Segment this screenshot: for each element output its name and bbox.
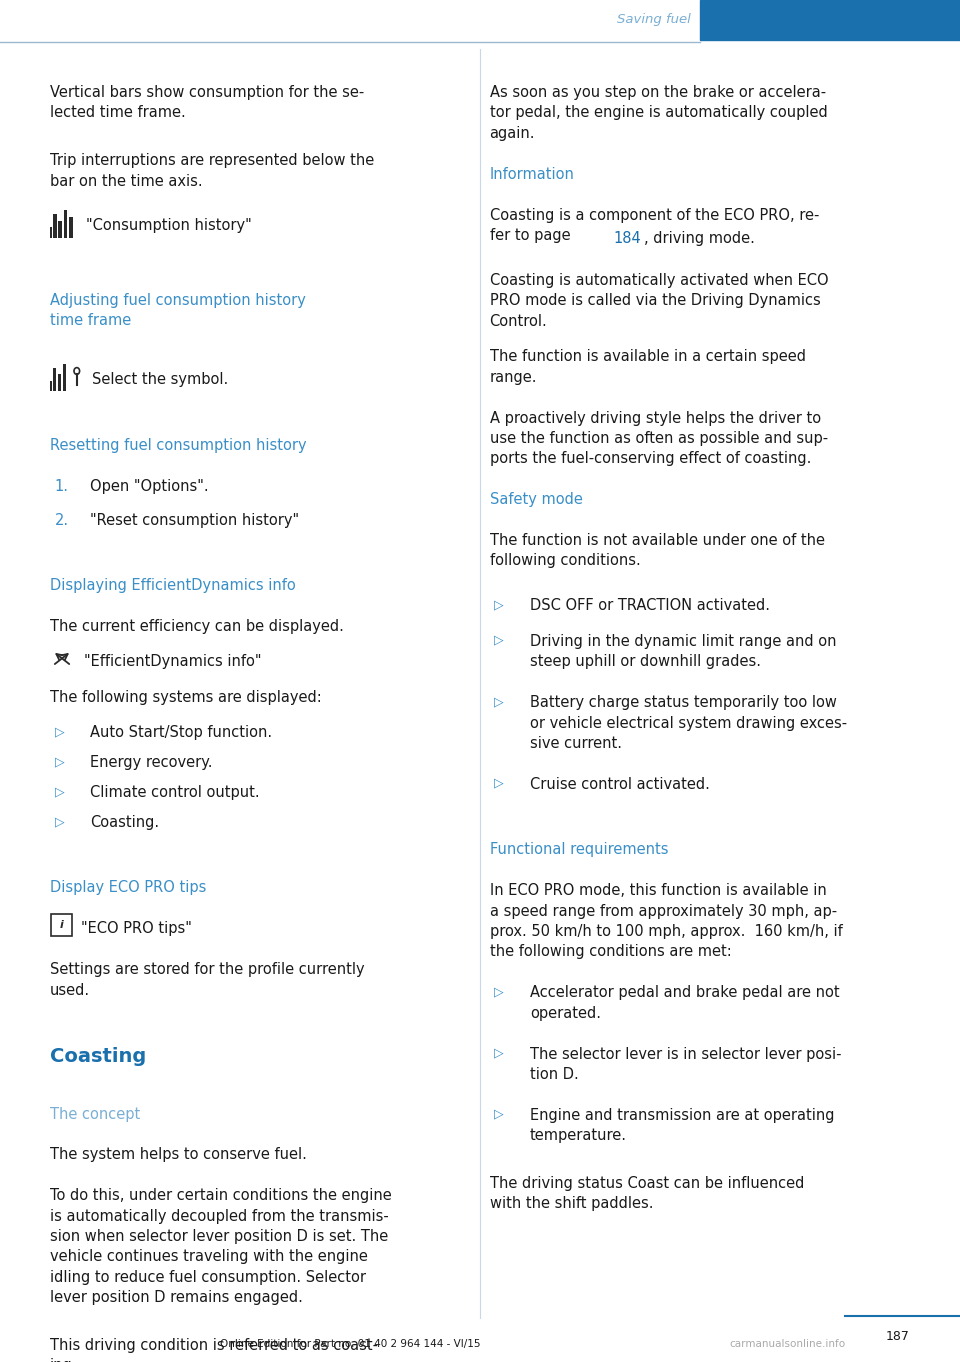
Text: Select the symbol.: Select the symbol. — [92, 372, 228, 387]
Text: "Consumption history": "Consumption history" — [86, 218, 252, 233]
Text: ▷: ▷ — [55, 725, 64, 738]
Text: As soon as you step on the brake or accelera-
tor pedal, the engine is automatic: As soon as you step on the brake or acce… — [490, 84, 828, 140]
Text: Settings are stored for the profile currently
used.: Settings are stored for the profile curr… — [50, 962, 365, 997]
Text: Saving fuel: Saving fuel — [616, 14, 690, 26]
Text: ▷: ▷ — [494, 776, 504, 790]
Text: Online Edition for Part no. 01 40 2 964 144 - VI/15: Online Edition for Part no. 01 40 2 964 … — [220, 1339, 481, 1348]
Text: 187: 187 — [886, 1329, 909, 1343]
Text: 184: 184 — [614, 232, 641, 247]
Text: Climate control output.: Climate control output. — [90, 785, 260, 799]
Text: Auto Start/Stop function.: Auto Start/Stop function. — [90, 725, 273, 740]
Text: Vertical bars show consumption for the se-
lected time frame.: Vertical bars show consumption for the s… — [50, 84, 364, 120]
Text: 2.: 2. — [55, 512, 69, 527]
Text: The function is available in a certain speed
range.: The function is available in a certain s… — [490, 349, 805, 384]
Text: Safety mode: Safety mode — [490, 492, 583, 507]
Text: "EfficientDynamics info": "EfficientDynamics info" — [84, 654, 262, 669]
Text: Open "Options".: Open "Options". — [90, 478, 209, 493]
Text: ▷: ▷ — [55, 814, 64, 828]
Text: This driving condition is referred to as coast-
ing.: This driving condition is referred to as… — [50, 1337, 378, 1362]
Text: Driving tips: Driving tips — [784, 14, 876, 27]
Text: ▷: ▷ — [494, 1046, 504, 1060]
Text: "ECO PRO tips": "ECO PRO tips" — [81, 921, 191, 936]
Text: Functional requirements: Functional requirements — [490, 842, 668, 857]
Text: Coasting.: Coasting. — [90, 814, 159, 829]
Text: The selector lever is in selector lever posi-
tion D.: The selector lever is in selector lever … — [530, 1046, 841, 1081]
Text: Coasting is a component of the ECO PRO, re-
fer to page: Coasting is a component of the ECO PRO, … — [490, 207, 819, 242]
Text: Cruise control activated.: Cruise control activated. — [530, 776, 709, 791]
Text: Adjusting fuel consumption history
time frame: Adjusting fuel consumption history time … — [50, 293, 306, 328]
Text: ▷: ▷ — [55, 785, 64, 798]
Text: The driving status Coast can be influenced
with the shift paddles.: The driving status Coast can be influenc… — [490, 1175, 804, 1211]
Text: Information: Information — [490, 166, 574, 181]
Text: Displaying EfficientDynamics info: Displaying EfficientDynamics info — [50, 577, 296, 592]
Text: ▷: ▷ — [494, 598, 504, 612]
Text: Coasting is automatically activated when ECO
PRO mode is called via the Driving : Coasting is automatically activated when… — [490, 272, 828, 328]
Text: ▷: ▷ — [494, 985, 504, 998]
Text: ▷: ▷ — [494, 633, 504, 647]
Text: To do this, under certain conditions the engine
is automatically decoupled from : To do this, under certain conditions the… — [50, 1188, 392, 1305]
Text: ▷: ▷ — [494, 1107, 504, 1121]
Text: In ECO PRO mode, this function is available in
a speed range from approximately : In ECO PRO mode, this function is availa… — [490, 883, 842, 959]
Text: The following systems are displayed:: The following systems are displayed: — [50, 689, 322, 704]
Text: "Reset consumption history": "Reset consumption history" — [90, 512, 300, 527]
Text: Resetting fuel consumption history: Resetting fuel consumption history — [50, 437, 306, 452]
Text: ▷: ▷ — [494, 695, 504, 708]
Text: Accelerator pedal and brake pedal are not
operated.: Accelerator pedal and brake pedal are no… — [530, 985, 840, 1020]
Text: Energy recovery.: Energy recovery. — [90, 755, 213, 770]
Text: carmanualsonline.info: carmanualsonline.info — [730, 1339, 845, 1348]
Text: Battery charge status temporarily too low
or vehicle electrical system drawing e: Battery charge status temporarily too lo… — [530, 695, 847, 750]
Text: A proactively driving style helps the driver to
use the function as often as pos: A proactively driving style helps the dr… — [490, 410, 828, 466]
Text: The function is not available under one of the
following conditions.: The function is not available under one … — [490, 533, 825, 568]
Text: DSC OFF or TRACTION activated.: DSC OFF or TRACTION activated. — [530, 598, 770, 613]
Bar — [700, 0, 960, 39]
Text: Display ECO PRO tips: Display ECO PRO tips — [50, 880, 206, 895]
Text: Driving in the dynamic limit range and on
steep uphill or downhill grades.: Driving in the dynamic limit range and o… — [530, 633, 836, 669]
Text: The system helps to conserve fuel.: The system helps to conserve fuel. — [50, 1147, 307, 1162]
Text: Engine and transmission are at operating
temperature.: Engine and transmission are at operating… — [530, 1107, 834, 1143]
Text: , driving mode.: , driving mode. — [643, 232, 755, 247]
Text: 1.: 1. — [55, 478, 69, 493]
Text: ▷: ▷ — [55, 755, 64, 768]
Text: The current efficiency can be displayed.: The current efficiency can be displayed. — [50, 618, 344, 633]
Text: Coasting: Coasting — [50, 1046, 146, 1065]
Text: Trip interruptions are represented below the
bar on the time axis.: Trip interruptions are represented below… — [50, 153, 374, 188]
Text: The concept: The concept — [50, 1106, 140, 1121]
